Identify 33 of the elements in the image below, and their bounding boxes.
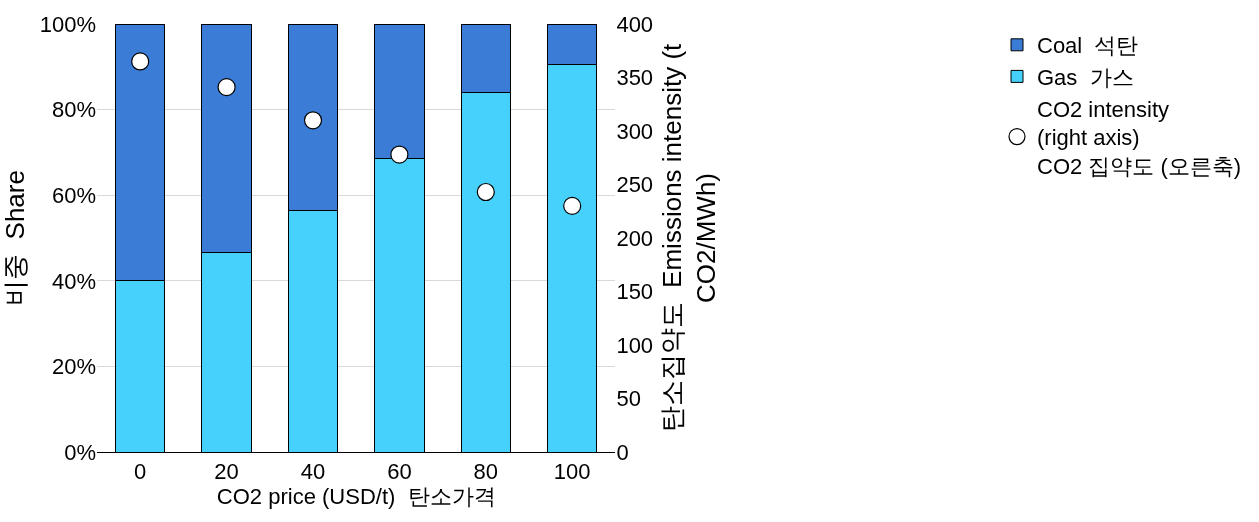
point bbox=[303, 111, 323, 130]
y-tick-label: 40% bbox=[51, 268, 96, 294]
y2-tick-label: 50 bbox=[616, 386, 641, 412]
legend-label: Gas 가스 bbox=[1037, 64, 1134, 90]
point bbox=[131, 52, 150, 71]
y2-tick-label: 400 bbox=[616, 11, 654, 37]
y-tick-label: 0% bbox=[64, 439, 96, 465]
y-tick-label: 100% bbox=[39, 11, 96, 37]
y2-tick-label: 150 bbox=[616, 279, 654, 305]
x-tick-label: 0 bbox=[134, 459, 147, 485]
legend-label: CO2 intensity (right axis) CO2 집약도 (오른축) bbox=[1037, 96, 1242, 179]
y-axis-title: 비중 Share bbox=[0, 170, 30, 306]
y2-axis-title: 탄소집약도 Emissions intensity (t CO2/MWh) bbox=[656, 42, 721, 433]
legend-label: Coal 석탄 bbox=[1037, 33, 1139, 59]
y2-tick-label: 350 bbox=[616, 65, 654, 91]
point bbox=[476, 182, 495, 202]
x-tick-label: 80 bbox=[473, 459, 499, 485]
y2-tick-label: 0 bbox=[616, 439, 629, 465]
y2-tick-label: 200 bbox=[616, 225, 654, 251]
x-tick-label: 40 bbox=[300, 459, 326, 485]
x-tick-label: 60 bbox=[387, 459, 412, 485]
x-axis-title: CO2 price (USD/t) 탄소가격 bbox=[216, 484, 496, 510]
y2-tick-label: 300 bbox=[616, 118, 654, 144]
x-tick-label: 100 bbox=[553, 459, 591, 485]
y-tick-label: 60% bbox=[51, 182, 96, 208]
point bbox=[390, 145, 409, 164]
y2-tick-label: 100 bbox=[616, 332, 654, 358]
y-tick-label: 80% bbox=[51, 97, 96, 123]
point bbox=[563, 196, 582, 215]
point bbox=[217, 78, 236, 97]
y2-tick-label: 250 bbox=[616, 172, 654, 198]
y-tick-label: 20% bbox=[51, 354, 96, 380]
x-tick-label: 20 bbox=[214, 459, 239, 485]
